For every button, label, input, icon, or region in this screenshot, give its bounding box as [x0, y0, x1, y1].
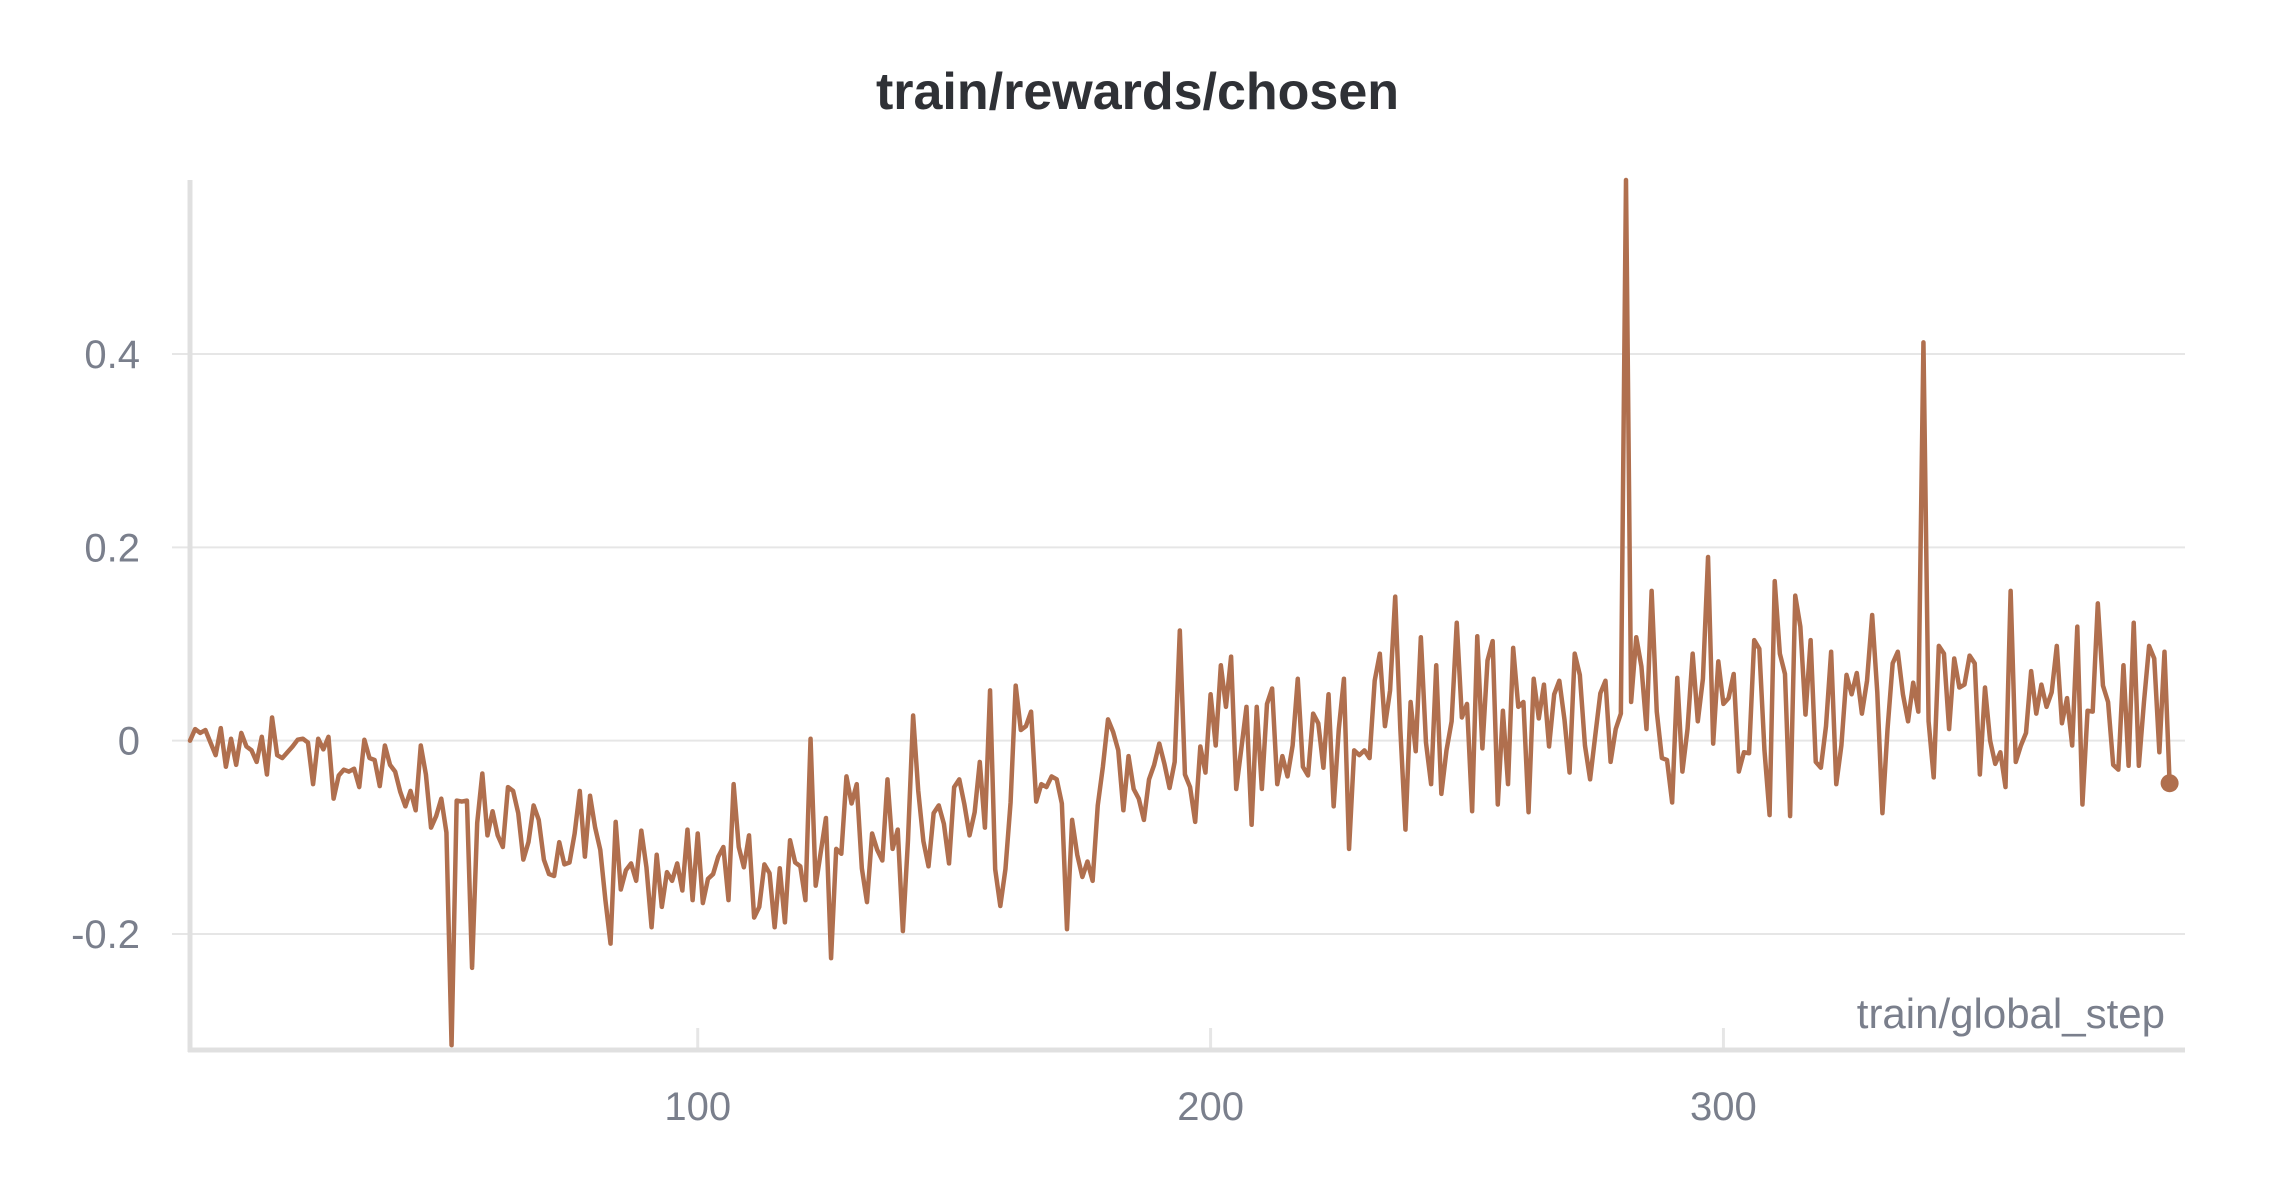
series-line: [187, 177, 2172, 1048]
grid-layer: [190, 353, 2185, 935]
y-tick-label: 0.2: [84, 526, 140, 570]
x-axis-label: train/global_step: [1857, 990, 2165, 1037]
x-tick-label: 200: [1177, 1085, 1244, 1129]
series-layer: [187, 177, 2179, 1048]
x-tick-label: 300: [1690, 1085, 1757, 1129]
x-tick-label: 100: [664, 1085, 731, 1129]
chart-title: train/rewards/chosen: [875, 63, 1400, 121]
axis-layer: [172, 180, 2185, 1053]
y-tick-label: 0.4: [84, 333, 140, 377]
y-tick-label: 0: [118, 720, 140, 764]
y-tick-label: -0.2: [71, 913, 140, 957]
label-layer: -0.2 0 0.2 0.4 100 200 300 train/global_step: [71, 333, 2165, 1129]
series-end-point: [2160, 774, 2179, 793]
